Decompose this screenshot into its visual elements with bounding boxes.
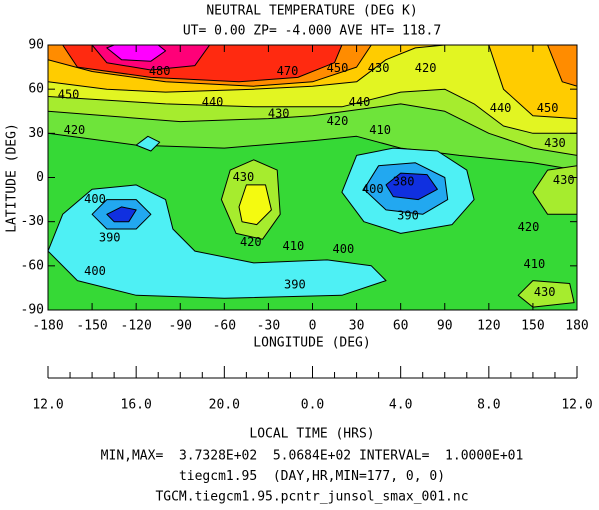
contour-label: 430 (553, 173, 575, 187)
x2-tick-label: 12.0 (32, 398, 63, 413)
contour-region (532, 165, 577, 215)
x2-tick-label: 16.0 (121, 398, 152, 413)
contour-label: 420 (518, 220, 540, 234)
y-tick-label: -90 (21, 303, 44, 318)
contour-label: 400 (362, 182, 384, 196)
contour-label: 380 (393, 174, 415, 188)
contour-label: 480 (149, 64, 171, 78)
contour-label: 410 (283, 239, 305, 253)
x-tick-label: 120 (477, 319, 500, 334)
x2-axis-label: LOCAL TIME (HRS) (249, 427, 374, 442)
contour-label: 430 (534, 285, 556, 299)
contour-label: 400 (333, 242, 355, 256)
y-tick-label: 0 (36, 170, 44, 185)
contour-label: 410 (524, 257, 546, 271)
contour-label: 440 (490, 101, 512, 115)
contour-label: 420 (327, 114, 349, 128)
x2-tick-label: 4.0 (389, 398, 412, 413)
contour-label: 450 (327, 61, 349, 75)
footer-line: TGCM.tiegcm1.95.pcntr_junsol_smax_001.nc (155, 490, 468, 505)
contour-label: 390 (99, 230, 121, 244)
footer-line: MIN,MAX= 3.7328E+02 5.0684E+02 INTERVAL=… (101, 449, 524, 464)
y-tick-label: -60 (21, 258, 44, 273)
x-tick-label: -60 (213, 319, 236, 334)
x-tick-label: 30 (349, 319, 365, 334)
y-tick-label: 30 (28, 126, 44, 141)
x-tick-label: 150 (521, 319, 544, 334)
contour-label: 390 (284, 277, 306, 291)
footer-line: tiegcm1.95 (DAY,HR,MIN=177, 0, 0) (179, 469, 445, 484)
contour-label: 470 (277, 64, 299, 78)
chart-title: NEUTRAL TEMPERATURE (DEG K) (206, 4, 417, 19)
contour-label: 430 (368, 61, 390, 75)
y-tick-label: 60 (28, 82, 44, 97)
x-axis-label: LONGITUDE (DEG) (253, 336, 370, 351)
contour-label: 450 (58, 88, 80, 102)
contour-region (385, 172, 438, 201)
x-tick-label: 90 (437, 319, 453, 334)
contour-label: 430 (268, 107, 290, 121)
x-tick-label: 60 (393, 319, 409, 334)
y-tick-label: -30 (21, 214, 44, 229)
x-tick-label: -180 (32, 319, 63, 334)
x-tick-label: -150 (76, 319, 107, 334)
contour-label: 400 (84, 192, 106, 206)
x2-tick-label: 20.0 (209, 398, 240, 413)
contour-label: 420 (240, 235, 262, 249)
contour-region (135, 135, 161, 152)
x2-tick-label: 0.0 (301, 398, 324, 413)
contour-field: 480 470 450 430 420 450 440 440 440 450 430 420 420 4… (48, 45, 577, 310)
contour-label: 430 (233, 170, 255, 184)
contour-label: 420 (64, 123, 86, 137)
y-tick-label: 90 (28, 38, 44, 53)
contour-label: 410 (369, 123, 391, 137)
contour-label: 420 (415, 61, 437, 75)
contour-label: 400 (84, 264, 106, 278)
contour-region (106, 45, 167, 62)
x-tick-label: 180 (565, 319, 588, 334)
contour-label: 440 (202, 95, 224, 109)
x2-tick-label: 12.0 (561, 398, 592, 413)
x-tick-label: -120 (121, 319, 152, 334)
contour-label: 450 (537, 101, 559, 115)
contour-label: 440 (349, 95, 371, 109)
x-tick-label: -30 (257, 319, 280, 334)
contour-region (106, 206, 137, 223)
x-tick-label: -90 (169, 319, 192, 334)
y-axis-label: LATITUDE (DEG) (5, 123, 20, 233)
contour-region (547, 45, 577, 87)
x-tick-label: 0 (309, 319, 317, 334)
contour-region (517, 280, 575, 308)
contour-label: 390 (397, 208, 419, 222)
contour-region (238, 184, 272, 226)
x2-tick-label: 8.0 (477, 398, 500, 413)
contour-label: 430 (544, 136, 566, 150)
chart-subtitle: UT= 0.00 ZP= -4.000 AVE HT= 118.7 (183, 24, 441, 39)
